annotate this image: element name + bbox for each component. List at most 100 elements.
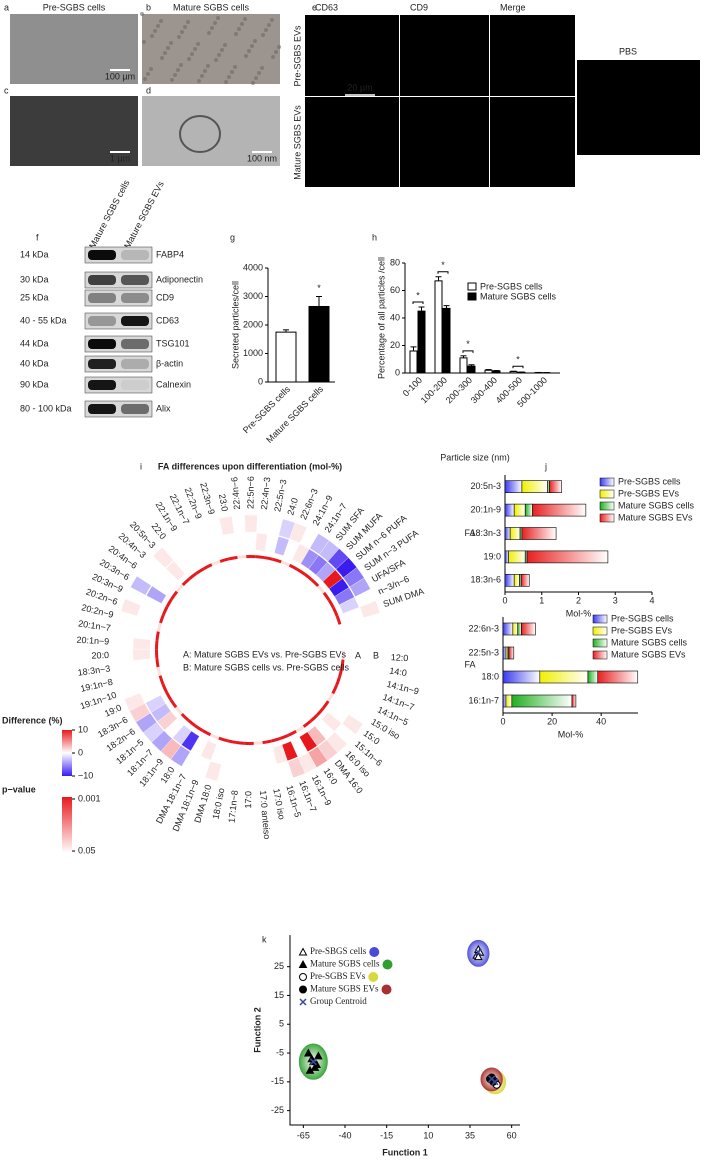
fatty-acid-label: 12:0 [391, 652, 409, 663]
legend-color [381, 984, 392, 995]
blot-band [88, 316, 116, 326]
cell-texture [143, 77, 147, 81]
panel-letter: d [146, 85, 151, 95]
x-tick-label: 0 [500, 716, 505, 726]
pvalue-arc [338, 668, 344, 678]
bar-segment [571, 694, 577, 708]
column-label: CD9 [410, 2, 428, 12]
colorbar [62, 730, 72, 776]
panel-letter: k [262, 934, 267, 944]
band-size: 30 kDa [20, 274, 49, 284]
control-image [577, 60, 700, 155]
y-tick-label: 40 [390, 312, 400, 322]
cell-texture [149, 67, 153, 71]
cell-texture [274, 50, 278, 54]
colorbar-tick-label: 10 [78, 724, 88, 734]
bar [442, 307, 451, 374]
protein-name: CD63 [156, 315, 179, 325]
x-tick-label: 4 [649, 595, 654, 605]
pvalue-arc [270, 737, 281, 743]
legend-swatch [467, 282, 477, 291]
fatty-acid-label: 20:1n−9 [76, 635, 109, 647]
pvalue-arc [246, 555, 256, 559]
legend-marker [299, 998, 307, 1006]
band-size: 90 kDa [20, 379, 49, 389]
heat-cell [132, 648, 151, 661]
micrograph [142, 96, 280, 166]
legend-swatch [599, 477, 615, 487]
pvalue-arc [218, 736, 228, 743]
bar-segment [513, 573, 520, 587]
pvalue-arc [181, 577, 191, 586]
fatty-acid-label: 17:0 iso [271, 788, 287, 821]
fatty-acid-label: 20:2n−9 [80, 602, 114, 620]
panel-letter: g [230, 232, 235, 242]
y-tick-label: 20:1n-9 [470, 504, 501, 514]
cell-texture [230, 70, 234, 74]
heat-cell [219, 516, 235, 536]
blot-band [88, 380, 116, 390]
x-tick-label: 300-400 [469, 375, 499, 405]
y-axis-label: Percentage of all particles /cell [376, 257, 386, 379]
panel-letter: e [312, 2, 317, 12]
cell-texture [196, 42, 200, 46]
blot-band [88, 293, 116, 303]
x-tick-label: 60 [507, 1130, 517, 1140]
bar-segment [504, 550, 509, 564]
panel-letter: c [4, 85, 9, 95]
blot-band [88, 339, 116, 349]
legend-label: Pre-SBGS cells [310, 946, 367, 956]
band-size: 44 kDa [20, 338, 49, 348]
centroid [309, 1058, 317, 1066]
x-tick-label: 100-200 [419, 375, 449, 405]
band-size: 40 kDa [20, 358, 49, 368]
pvalue-arc [209, 733, 220, 740]
heat-cell [243, 749, 255, 768]
comparison-legend: A: Mature SGBS EVs vs. Pre-SGBS EVs [183, 649, 347, 659]
pvalue-arc [316, 707, 325, 717]
panel-letter: h [372, 232, 377, 242]
axis [289, 935, 520, 1126]
x-tick-label: 0 [502, 595, 507, 605]
protein-name: Alix [156, 403, 171, 413]
band-size: 14 kDa [20, 249, 49, 259]
cell-texture [183, 25, 187, 29]
bar-segment [517, 622, 522, 636]
x-axis-label: Particle size (nm) [440, 452, 510, 462]
y-axis-label: FA [464, 659, 475, 669]
fatty-acid-label: 24:0 [285, 497, 300, 517]
panel-letter: a [4, 2, 9, 12]
legend-label: Mature SGBS cells [611, 637, 688, 647]
legend-color [368, 972, 379, 982]
legend-swatch [599, 501, 615, 511]
bar-segment [502, 670, 541, 684]
fluorescence-image [490, 97, 575, 187]
cell-texture [169, 41, 173, 45]
x-tick-label: 20 [547, 716, 557, 726]
micrograph-title: Mature SGBS cells [173, 2, 250, 12]
pvalue-arc [219, 557, 230, 563]
point [473, 952, 483, 961]
y-tick-label: -5 [276, 1047, 284, 1057]
micrograph-title: Pre-SGBS cells [43, 2, 106, 12]
blot-band [88, 275, 116, 285]
heat-cell [114, 635, 133, 650]
pvalue-arc [203, 563, 213, 570]
pvalue-arc [188, 572, 198, 580]
pvalue-arc [322, 591, 331, 601]
blot-band [121, 339, 149, 349]
blot-band [121, 359, 149, 369]
y-axis-label: FA [464, 528, 475, 538]
legend-label: Mature SGBS cells [310, 959, 380, 969]
legend-swatch [599, 489, 615, 499]
bar-segment [521, 480, 548, 494]
pvalue-arc [180, 712, 190, 722]
legend-label: Mature SGBS EVs [618, 512, 693, 522]
pvalue-arc [340, 659, 345, 669]
cell-texture [227, 75, 231, 79]
pvalue-arc [280, 560, 291, 567]
bar [492, 370, 501, 374]
protein-name: TSG101 [156, 338, 190, 348]
bar-segment [504, 573, 515, 587]
fatty-acid-label: 20:1n−7 [78, 618, 112, 633]
